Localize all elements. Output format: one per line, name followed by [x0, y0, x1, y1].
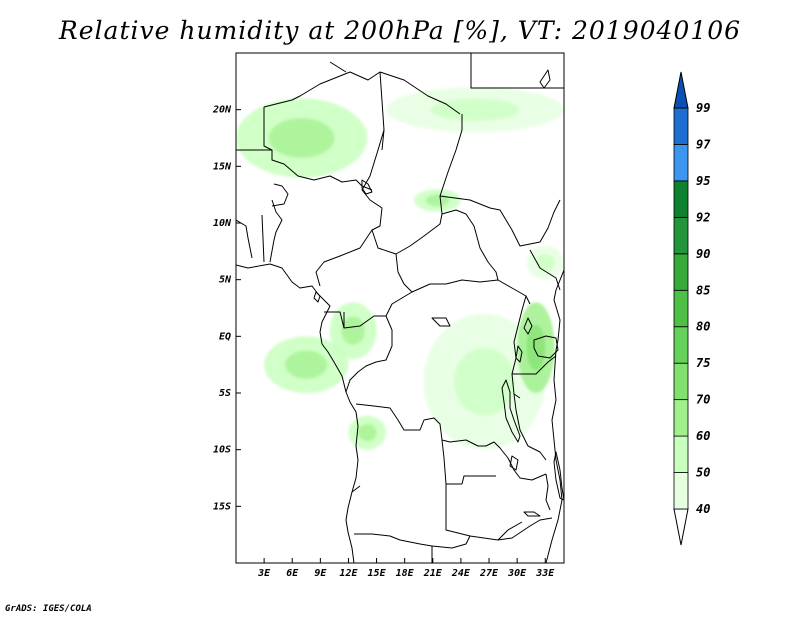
- lon-tick-label: 24E: [451, 568, 471, 579]
- lon-tick-label: 27E: [479, 568, 499, 579]
- east-coast: [545, 269, 564, 563]
- colorbar-box: [673, 144, 689, 182]
- lon-tick-label: 6E: [286, 568, 299, 579]
- island-3: [313, 291, 321, 303]
- lon-tick-label: 33E: [535, 568, 555, 579]
- colorbar-box: [673, 472, 689, 510]
- colorbar-label: 97: [696, 137, 711, 151]
- colorbar: 40 50 60 70 75 80 85 90 92 95 97 99: [673, 71, 711, 546]
- colorbar-box: [673, 362, 689, 401]
- colorbar-box: [673, 435, 689, 473]
- colorbar-label: 85: [696, 283, 710, 297]
- humid-core-0: [268, 118, 335, 158]
- colorbar-label: 60: [696, 429, 710, 443]
- lake-bangweulu: [523, 511, 541, 517]
- colorbar-label: 80: [696, 320, 710, 334]
- map-axes: 20N 15N 10N 5N EQ 5S 10S 15S 3E 6E 9E 12E 15E 18E 21E 2…: [212, 105, 555, 579]
- lat-tick-label: 5N: [219, 275, 232, 286]
- lon-tick-label: 12E: [339, 568, 358, 579]
- colorbar-box: [673, 180, 689, 218]
- humid-core-7: [357, 424, 377, 442]
- humid-core-5: [453, 347, 515, 416]
- colorbar-box: [673, 399, 689, 437]
- colorbar-box: [673, 326, 689, 364]
- grads-credit: GrADS: IGES/COLA: [5, 604, 92, 614]
- colorbar-box: [673, 107, 689, 145]
- lake-mweru: [509, 455, 519, 471]
- lake-malawi: [553, 451, 564, 501]
- colorbar-label: 99: [696, 101, 710, 115]
- plot-frame: [235, 52, 565, 564]
- colorbar-label: 75: [696, 356, 710, 370]
- colorbar-box: [673, 289, 689, 328]
- lon-tick-label: 18E: [396, 568, 415, 579]
- humidity-shading: [236, 87, 564, 450]
- colorbar-label: 40: [696, 502, 710, 516]
- humid-core-1: [430, 98, 520, 121]
- lat-tick-label: 10S: [213, 445, 231, 456]
- colorbar-upper-arrow: [673, 71, 689, 109]
- colorbar-label: 95: [696, 174, 710, 188]
- humid-core-6: [526, 325, 546, 371]
- lake-chad: [361, 179, 373, 195]
- lat-tick-label: 20N: [212, 105, 232, 116]
- lake-tanganyika: [501, 379, 521, 443]
- coastline: [236, 263, 359, 563]
- lon-tick-label: 3E: [257, 568, 271, 579]
- map-title: Relative humidity at 200hPa [%], VT: 201…: [58, 16, 742, 45]
- lake-albert: [523, 317, 533, 335]
- island-2: [539, 69, 551, 89]
- humid-core-4: [341, 316, 365, 345]
- lon-tick-label: 9E: [314, 568, 327, 579]
- lon-tick-label: 30E: [507, 568, 527, 579]
- lake-victoria: [533, 335, 559, 359]
- colorbar-lower-arrow: [673, 508, 689, 546]
- humid-core-2: [425, 194, 450, 206]
- colorbar-box: [673, 253, 689, 291]
- lon-tick-label: 21E: [423, 568, 443, 579]
- lon-tick-label: 15E: [368, 568, 387, 579]
- lat-tick-label: 5S: [219, 388, 231, 399]
- lat-tick-label: 15N: [213, 161, 232, 172]
- colorbar-label: 50: [696, 466, 710, 480]
- island: [431, 317, 451, 327]
- humid-core-8: [535, 254, 555, 272]
- lat-tick-label: EQ: [219, 331, 231, 342]
- colorbar-label: 70: [696, 393, 710, 407]
- colorbar-label: 90: [696, 247, 710, 261]
- lake-kivu: [515, 345, 523, 363]
- lat-tick-label: 15S: [213, 501, 231, 512]
- colorbar-box: [673, 216, 689, 255]
- humid-core-3: [285, 350, 328, 379]
- lat-tick-label: 10N: [213, 218, 232, 229]
- colorbar-label: 92: [696, 210, 710, 224]
- country-borders: [236, 53, 564, 563]
